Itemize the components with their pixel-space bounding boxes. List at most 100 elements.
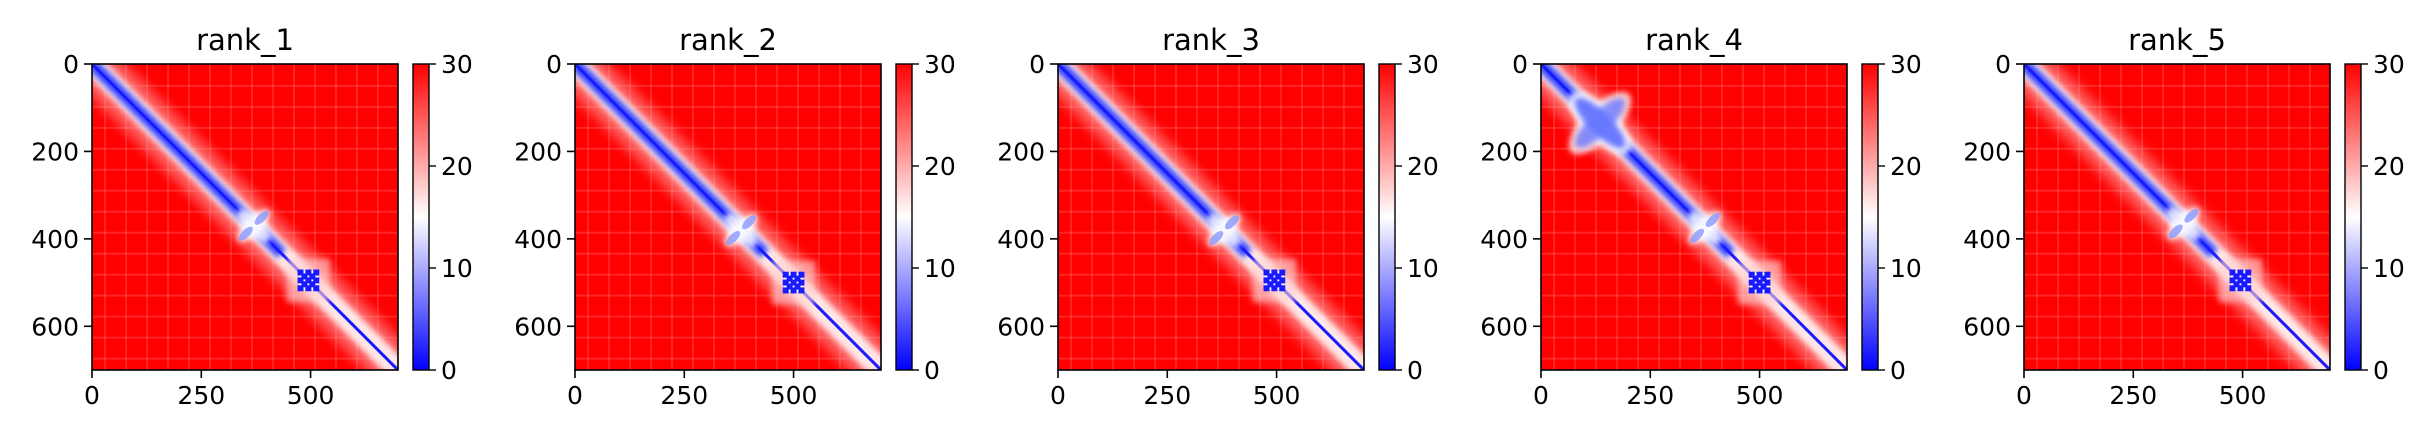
colorbar-tick-label: 30 [924,50,956,79]
contact-block-cell [1756,287,1763,294]
colorbar [895,63,913,371]
contact-block-cell [1752,283,1759,290]
contact-cross-core [238,226,253,241]
colorbar-tick-label: 10 [1407,254,1439,283]
contact-cross-core [1575,98,1625,148]
y-tick-label: 600 [31,312,79,341]
contact-cross-core [1209,231,1224,245]
y-tick-label: 200 [514,137,562,166]
x-tick-label: 250 [1626,381,1674,410]
contact-block-cell [313,285,320,292]
contact-block-cell [1764,271,1771,278]
contact-cross-arm [1688,211,1722,245]
heatmap-panel-2: rank_2 0 250 500 0 200 400 600 0 10 20 30 [514,23,956,410]
colorbar-tick-label: 0 [2373,356,2389,385]
contact-block [1252,258,1297,303]
colorbar-tick-label: 0 [441,356,457,385]
contact-block-cell [790,271,797,278]
x-tick-label: 500 [2219,381,2267,410]
contact-cross-core [254,210,269,225]
y-tick-label: 400 [514,225,562,254]
contact-block-cell [1271,269,1278,276]
y-tick-label: 600 [514,312,562,341]
x-tick-label: 250 [1143,381,1191,410]
chart-title: rank_1 [196,23,294,57]
contact-block-cell [1275,281,1282,288]
contact-cross-core [1690,228,1705,243]
contact-block-cell [297,285,304,292]
colorbar [1861,63,1879,371]
contact-block-cell [1764,287,1771,294]
contact-block-cell [2241,281,2248,288]
contact-block-cell [2237,285,2244,292]
colorbar-tick-label: 0 [1407,356,1423,385]
colorbar-tick-label: 0 [924,356,940,385]
contact-block-cell [1760,275,1767,282]
contact-block-cell [1748,271,1755,278]
contact-block-cell [1279,277,1286,284]
contact-block-cell [786,283,793,290]
colorbar-tick-label: 0 [1890,356,1906,385]
contact-block-cell [1279,269,1286,276]
colorbar-tick-label: 30 [1890,50,1922,79]
contact-block-cell [297,277,304,284]
contact-block-cell [1748,279,1755,286]
x-tick-label: 0 [84,381,100,410]
colorbar-tick-label: 20 [924,152,956,181]
y-tick-label: 400 [997,225,1045,254]
contact-block-cell [297,269,304,276]
y-tick-label: 400 [1480,225,1528,254]
heatmap-panel-1: rank_1 0 250 500 0 200 400 600 0 10 20 30 [31,23,473,410]
colorbar [1378,63,1396,371]
heatmap-panel-4: rank_4 0 250 500 0 200 400 600 0 10 20 30 [1480,23,1922,410]
contact-block-cell [2229,277,2236,284]
contact-block-cell [798,271,805,278]
contact-block-cell [305,269,312,276]
contact-block-cell [1748,287,1755,294]
y-tick-label: 600 [1480,312,1528,341]
contact-block-cell [798,279,805,286]
colorbar-tick-label: 30 [441,50,473,79]
heatmap-panel-3: rank_3 0 250 500 0 200 400 600 0 10 20 30 [997,23,1439,410]
x-tick-label: 500 [770,381,818,410]
contact-block-cell [1764,279,1771,286]
y-tick-label: 400 [1963,225,2011,254]
heatmap-panel-5: rank_5 0 250 500 0 200 400 600 0 10 20 30 [1963,23,2405,410]
contact-block-cell [782,279,789,286]
chart-title: rank_2 [679,23,777,57]
y-tick-label: 600 [1963,312,2011,341]
x-tick-label: 250 [177,381,225,410]
y-tick-label: 0 [1995,50,2011,79]
axes-frame [2023,63,2331,371]
y-tick-label: 200 [1963,137,2011,166]
contact-block-cell [2229,285,2236,292]
contact-cross-core [742,215,756,230]
colorbar-tick-label: 10 [1890,254,1922,283]
contact-block-cell [782,271,789,278]
contact-block-cell [2237,269,2244,276]
colorbar-tick-label: 20 [441,152,473,181]
contact-block-cell [2237,277,2244,284]
y-tick-label: 400 [31,225,79,254]
contact-block-cell [2241,273,2248,280]
contact-cross-core [726,231,741,245]
colorbar-tick-label: 20 [1890,152,1922,181]
contact-block-cell [1271,277,1278,284]
contact-block-cell [1271,285,1278,292]
y-tick-label: 0 [546,50,562,79]
colorbar [412,63,430,371]
contact-block-cell [782,287,789,294]
heatmap-image [2024,64,2330,370]
contact-block-cell [786,275,793,282]
heatmap-image [1541,64,1847,370]
contact-block [1737,260,1782,305]
contact-cross [724,213,758,247]
contact-block-cell [790,279,797,286]
contact-block [2218,258,2263,303]
axes-frame [91,63,399,371]
colorbar-tick-label: 20 [1407,152,1439,181]
contact-cross-arm [1207,213,1241,247]
y-tick-label: 0 [63,50,79,79]
contact-block-cell [301,273,308,280]
contact-block-cell [313,277,320,284]
